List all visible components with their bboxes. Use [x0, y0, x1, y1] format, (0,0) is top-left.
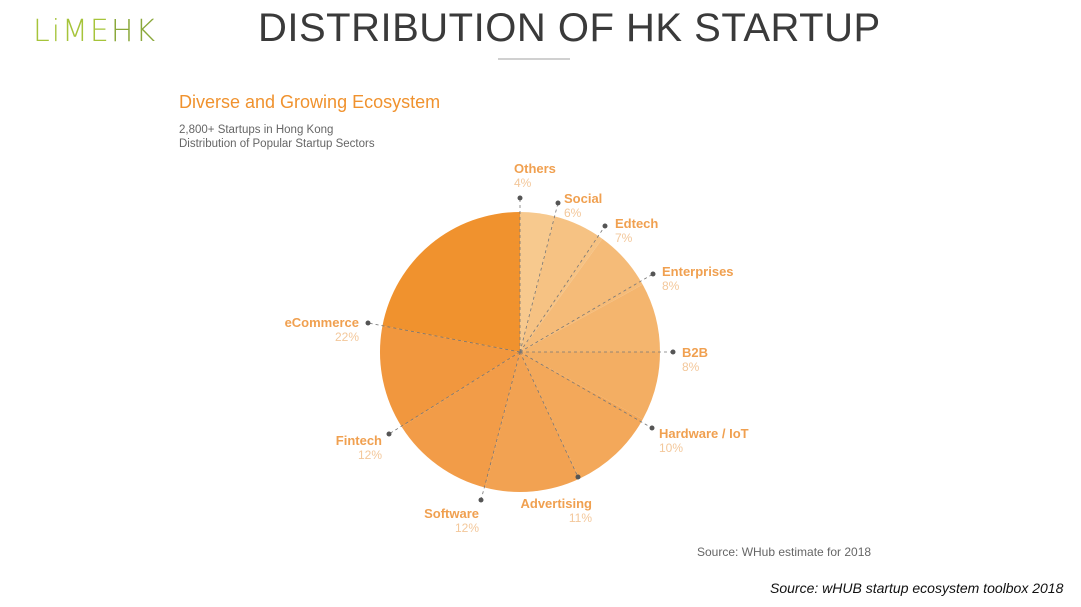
slice-label: B2B 8%	[682, 345, 709, 375]
slice-label: Others 4%	[514, 161, 556, 191]
leader-line	[519, 351, 579, 478]
slice-label-value: 12%	[357, 448, 382, 462]
leader-dot	[365, 320, 371, 326]
slice-label: Enterprises 8%	[662, 264, 734, 294]
chart-subtitle-1: 2,800+ Startups in Hong Kong	[179, 124, 334, 136]
slice-label: Edtech 7%	[615, 216, 659, 246]
slice-label-name: eCommerce	[284, 315, 359, 330]
leader-line	[519, 225, 606, 353]
slice-label-value: 8%	[662, 279, 680, 293]
leader-line	[388, 351, 521, 435]
leader-line	[519, 273, 654, 353]
leader-dot	[517, 195, 523, 201]
slice-label: Advertising 11%	[520, 496, 592, 526]
leader-dot	[555, 200, 561, 206]
slice-label-name: Advertising	[520, 496, 592, 511]
leader-dot	[650, 271, 656, 277]
slice-label-name: Others	[514, 161, 556, 176]
logo-accent: HK	[110, 14, 158, 49]
slice-label-name: Social	[564, 191, 603, 206]
leader-line	[519, 202, 559, 353]
leader-dot	[670, 349, 676, 355]
logo-text: LiME	[33, 14, 111, 49]
slice-label-value: 12%	[454, 521, 479, 535]
slice-label-name: B2B	[682, 345, 709, 360]
leader-dot	[602, 223, 608, 229]
leader-dot	[478, 497, 484, 503]
logo: LiMEHK	[33, 14, 157, 49]
slice-label-value: 10%	[659, 441, 684, 455]
pie-slice-fintech	[380, 325, 520, 428]
slice-label-name: Edtech	[615, 216, 659, 231]
pie-slice-hardware-iot	[520, 352, 643, 479]
slice-label: Hardware / IoT 10%	[659, 426, 749, 456]
slice-label-name: Software	[424, 506, 479, 521]
pie-slice-enterprises	[520, 284, 660, 352]
leader-dot	[386, 431, 392, 437]
pie-slice-b-b	[520, 352, 660, 420]
leader-dot	[649, 425, 655, 431]
pie-slice-advertising	[485, 352, 580, 492]
slice-label-value: 8%	[682, 360, 700, 374]
pie-slice-social	[520, 216, 603, 352]
slice-label-value: 4%	[514, 176, 532, 190]
leader-line	[367, 322, 521, 353]
slice-label: Software 12%	[424, 506, 479, 536]
slice-label: Social 6%	[564, 191, 603, 221]
slice-label-value: 7%	[615, 231, 633, 245]
slice-label-name: Enterprises	[662, 264, 734, 279]
chart-subtitle-2: Distribution of Popular Startup Sectors	[179, 138, 375, 150]
slice-label-value: 11%	[568, 511, 592, 525]
chart-source-note: Source: WHub estimate for 2018	[697, 545, 872, 559]
page-title: DISTRIBUTION OF HK STARTUP	[258, 6, 881, 50]
pie-slice-ecommerce	[382, 212, 520, 352]
leader-dot	[575, 474, 581, 480]
leader-line	[480, 351, 521, 501]
slice-label-name: Hardware / IoT	[659, 426, 749, 441]
title-divider	[498, 58, 570, 60]
slice-label: Fintech 12%	[335, 433, 382, 463]
slice-label: eCommerce 22%	[284, 315, 359, 345]
chart-title: Diverse and Growing Ecosystem	[179, 92, 441, 112]
pie-slice-edtech	[520, 238, 643, 352]
leader-line	[519, 351, 653, 429]
pie-slice-software	[401, 352, 520, 488]
slice-label-name: Fintech	[335, 433, 382, 448]
footer-source: Source: wHUB startup ecosystem toolbox 2…	[770, 580, 1064, 596]
slice-label-value: 22%	[334, 330, 359, 344]
slice-label-value: 6%	[564, 206, 582, 220]
